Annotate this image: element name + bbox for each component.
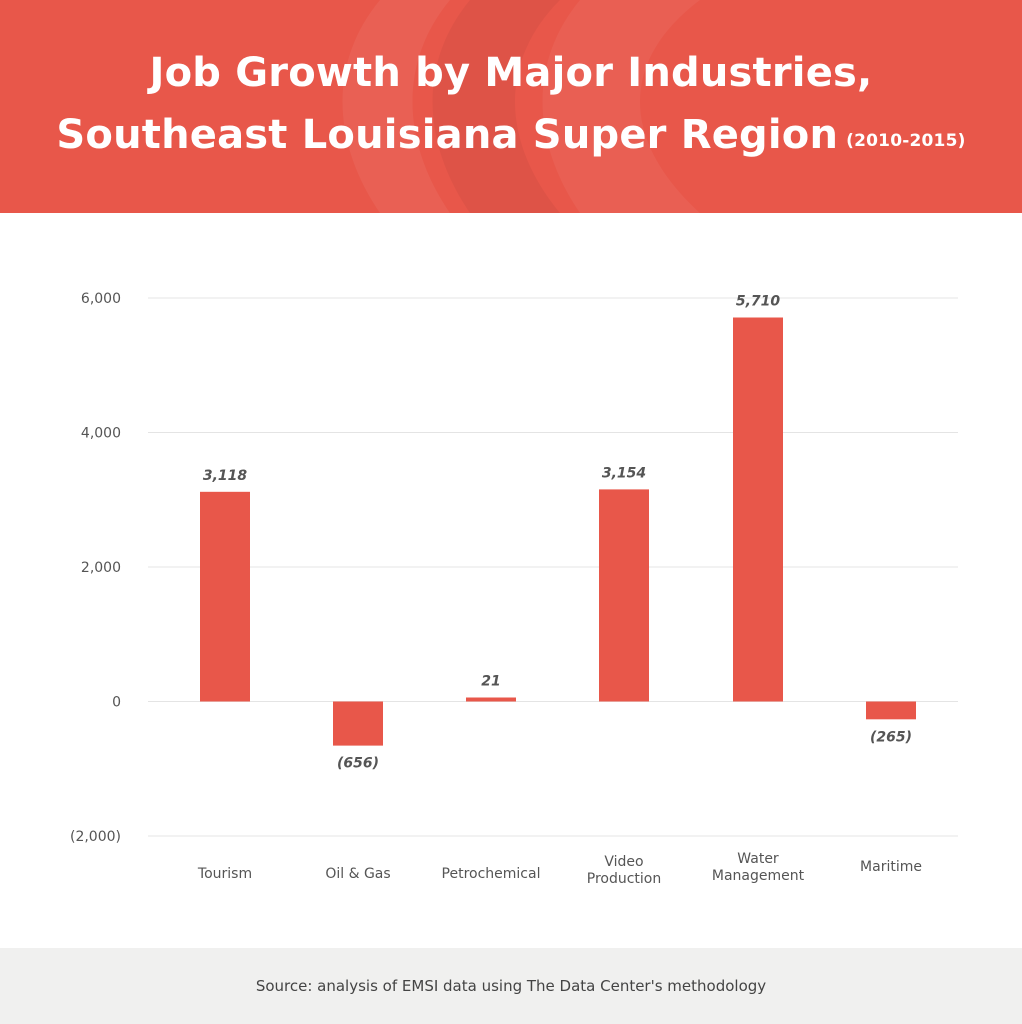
gridlines bbox=[148, 297, 958, 837]
bar bbox=[866, 701, 916, 720]
data-label: 3,118 bbox=[203, 468, 248, 484]
bar bbox=[333, 701, 383, 746]
x-category-label: Video bbox=[604, 854, 643, 870]
y-tick-label: 2,000 bbox=[81, 560, 121, 576]
header-decoration bbox=[342, 0, 700, 213]
x-category-label: Tourism bbox=[197, 866, 252, 882]
bar bbox=[466, 697, 516, 702]
data-label: (656) bbox=[337, 756, 379, 772]
y-tick-label: 4,000 bbox=[81, 426, 121, 442]
x-category-label: Management bbox=[712, 868, 805, 884]
bar-chart: 6,000 4,000 2,000 0 (2,000) 3,118 (656) 21 3,15… bbox=[70, 291, 958, 887]
bar bbox=[599, 489, 649, 702]
y-tick-label: 0 bbox=[112, 695, 121, 711]
data-labels: 3,118 (656) 21 3,154 5,710 (265) bbox=[203, 294, 912, 772]
footer-band bbox=[0, 948, 1022, 1024]
y-tick-label: 6,000 bbox=[81, 291, 121, 307]
chart-title-period: (2010-2015) bbox=[846, 131, 966, 151]
bars bbox=[200, 317, 916, 746]
x-category-label: Petrochemical bbox=[442, 866, 541, 882]
data-label: 3,154 bbox=[602, 465, 646, 481]
header-banner: Job Growth by Major Industries, Southeas… bbox=[0, 0, 1022, 213]
chart-title-text: Southeast Louisiana Super Region bbox=[56, 112, 839, 158]
x-axis-categories: Tourism Oil & Gas Petrochemical VideoProduc… bbox=[197, 851, 922, 887]
x-category-label: Maritime bbox=[860, 859, 922, 875]
bar bbox=[733, 317, 783, 702]
data-label: (265) bbox=[870, 729, 912, 745]
data-label: 21 bbox=[481, 674, 500, 690]
source-note: Source: analysis of EMSI data using The … bbox=[255, 977, 767, 995]
x-category-label: Production bbox=[587, 871, 661, 887]
bar bbox=[200, 491, 250, 702]
data-label: 5,710 bbox=[736, 294, 781, 310]
chart-title-line-1: Job Growth by Major Industries, bbox=[149, 50, 873, 96]
x-category-label: Oil & Gas bbox=[325, 866, 390, 882]
x-category-label: Water bbox=[737, 851, 779, 867]
y-axis-ticks: 6,000 4,000 2,000 0 (2,000) bbox=[70, 291, 121, 845]
y-tick-label: (2,000) bbox=[70, 829, 121, 845]
chart-title-line-2: Southeast Louisiana Super Region (2010-20… bbox=[0, 112, 1022, 158]
